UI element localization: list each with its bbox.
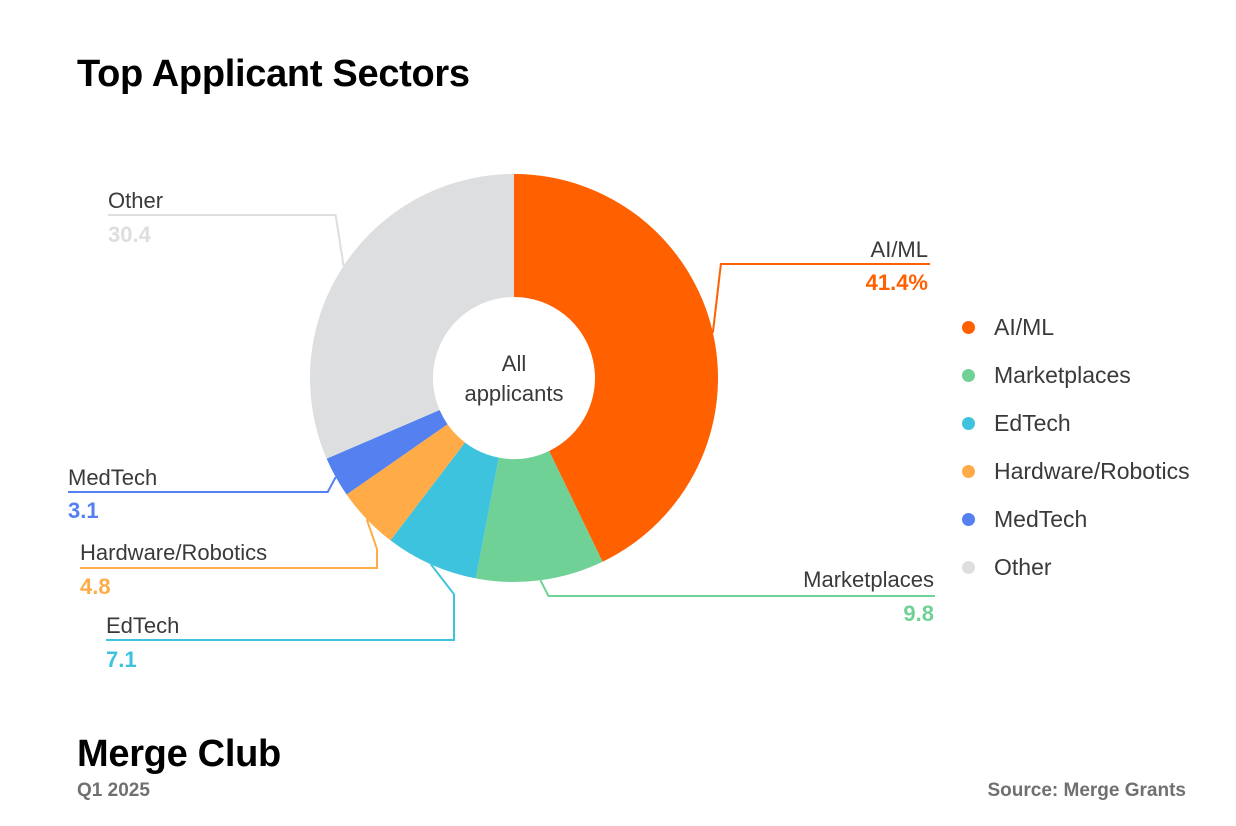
period-label: Q1 2025 [77,780,150,801]
leader-lines [68,214,935,641]
legend-item-edtech: EdTech [962,399,1190,447]
slice-value-ai-ml: 41.4% [866,270,928,295]
source-label: Source: Merge Grants [987,780,1187,801]
slice-label-ai-ml: AI/ML [871,237,928,262]
slice-marketplaces [475,450,603,583]
legend-swatch [962,320,975,334]
slice-value-hardware-robotics: 4.8 [80,574,111,599]
slice-label-other: Other [108,188,163,213]
legend-item-ai-ml: AI/ML [962,303,1190,351]
legend-swatch [962,512,975,526]
slice-label-marketplaces: Marketplaces [803,567,934,592]
legend-item-other: Other [962,543,1190,591]
center-label-line: applicants [464,381,563,406]
legend-label: EdTech [994,409,1071,436]
brand-name: Merge Club [77,733,281,775]
leader-line-edtech [106,563,455,641]
slice-ai-ml [514,174,719,562]
legend-item-marketplaces: Marketplaces [962,351,1190,399]
center-label: All applicants [464,351,563,406]
donut-slices [310,174,719,583]
slice-label-edtech: EdTech [106,613,179,638]
slice-value-edtech: 7.1 [106,647,137,672]
legend-label: MedTech [994,505,1088,532]
slice-label-medtech: MedTech [68,465,157,490]
legend-swatch [962,464,975,478]
slice-label-hardware-robotics: Hardware/Robotics [80,540,267,565]
leader-line-medtech [68,476,337,493]
leader-line-marketplaces [539,579,935,597]
slice-value-medtech: 3.1 [68,498,99,523]
slice-hardware-robotics [346,424,465,541]
leader-line-hardware-robotics [80,518,378,569]
legend-swatch [962,560,975,574]
legend-label: Hardware/Robotics [994,457,1190,484]
legend-label: Marketplaces [994,361,1131,388]
slice-labels: AI/ML 41.4% Marketplaces 9.8 EdTech 7.1 Hardwa… [68,188,934,672]
center-label-line: All [502,351,526,376]
slice-value-other: 30.4 [108,222,152,247]
slice-edtech [390,442,499,579]
legend-item-hardware-robotics: Hardware/Robotics [962,447,1190,495]
chart-legend: AI/ML Marketplaces EdTech Hardware/Robotics… [962,303,1190,591]
slice-other [310,174,514,459]
legend-swatch [962,416,975,430]
chart-title: Top Applicant Sectors [77,53,470,95]
legend-swatch [962,368,975,382]
leader-line-other [108,214,345,266]
legend-label: AI/ML [994,313,1055,340]
slice-medtech [326,410,448,495]
legend-label: Other [994,553,1052,580]
leader-line-ai-ml [711,263,930,333]
slice-value-marketplaces: 9.8 [903,601,934,626]
legend-item-medtech: MedTech [962,495,1190,543]
